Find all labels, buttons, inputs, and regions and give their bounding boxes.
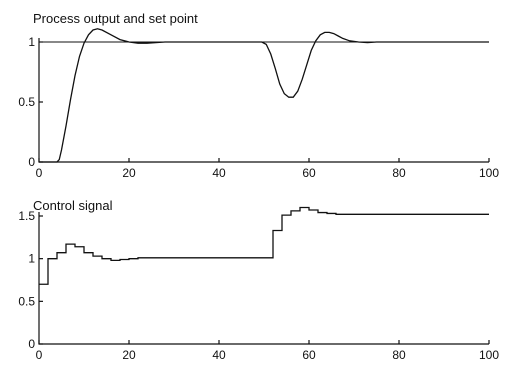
x-tick-label: 0 (36, 166, 43, 180)
y-tick-label: 0.5 (18, 294, 35, 308)
panel-title: Control signal (33, 198, 113, 213)
x-tick-label: 100 (479, 348, 499, 362)
y-tick-label: 0 (28, 337, 35, 351)
y-tick-label: 1 (28, 35, 35, 49)
x-tick-label: 100 (479, 166, 499, 180)
y-tick-label: 1.5 (18, 209, 35, 223)
process-output-panel: Process output and set point 0 20 40 60 80 10… (18, 11, 499, 180)
y-tick-label: 1 (28, 252, 35, 266)
control-signal-panel: Control signal 0 20 40 60 80 100 0 0.5 1 1.5 (18, 198, 499, 362)
control-signal-line (39, 206, 489, 285)
x-tick-label: 40 (212, 348, 226, 362)
axis-frame (38, 212, 489, 345)
x-tick-label: 20 (122, 166, 136, 180)
y-tick-label: 0 (28, 155, 35, 169)
x-tick-label: 20 (122, 348, 136, 362)
y-tick-label: 0.5 (18, 95, 35, 109)
process-output-line (39, 28, 489, 163)
x-tick-label: 40 (212, 166, 226, 180)
x-tick-label: 60 (302, 348, 316, 362)
x-tick-label: 0 (36, 348, 43, 362)
panel-title: Process output and set point (33, 11, 198, 26)
x-tick-label: 80 (392, 166, 406, 180)
x-tick-label: 80 (392, 348, 406, 362)
axis-frame (38, 38, 489, 163)
x-tick-label: 60 (302, 166, 316, 180)
